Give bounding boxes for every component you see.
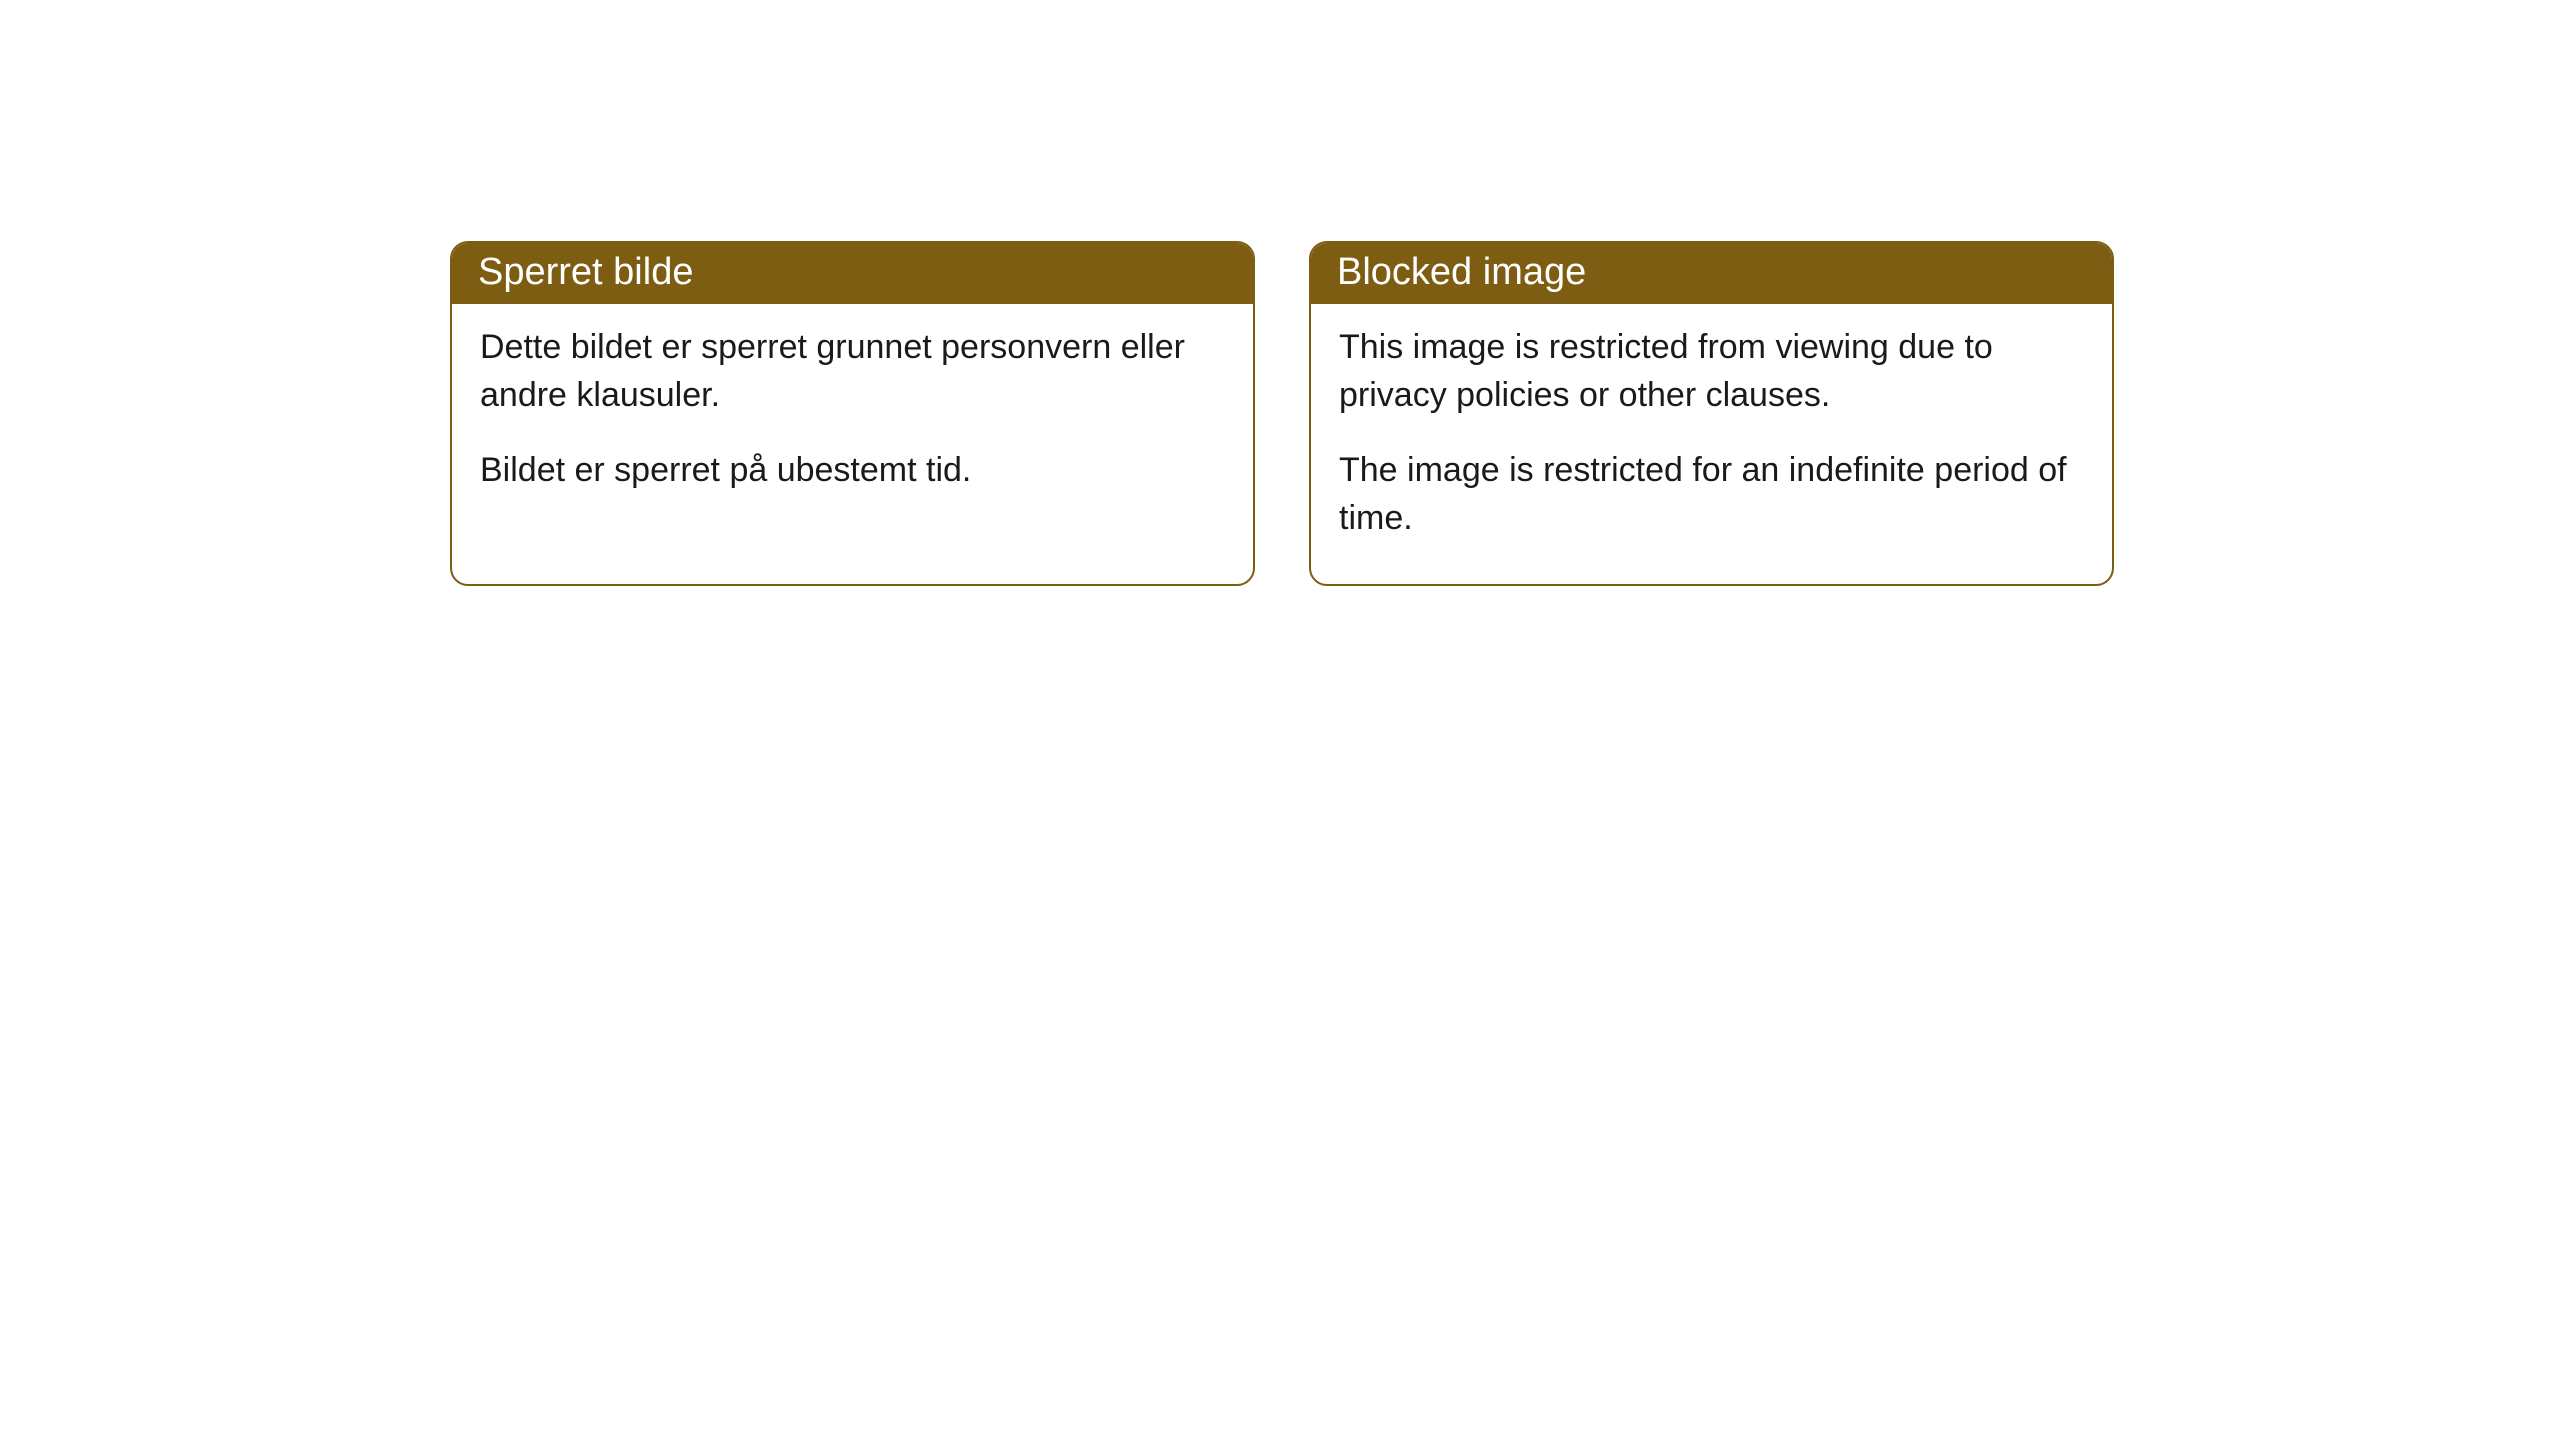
card-paragraph-1: Dette bildet er sperret grunnet personve… — [480, 324, 1225, 419]
cards-container: Sperret bilde Dette bildet er sperret gr… — [450, 241, 2114, 586]
blocked-image-card-norwegian: Sperret bilde Dette bildet er sperret gr… — [450, 241, 1255, 586]
card-paragraph-2: Bildet er sperret på ubestemt tid. — [480, 447, 1225, 495]
blocked-image-card-english: Blocked image This image is restricted f… — [1309, 241, 2114, 586]
card-header: Blocked image — [1311, 243, 2112, 304]
card-body: This image is restricted from viewing du… — [1311, 304, 2112, 584]
card-paragraph-1: This image is restricted from viewing du… — [1339, 324, 2084, 419]
card-header: Sperret bilde — [452, 243, 1253, 304]
card-paragraph-2: The image is restricted for an indefinit… — [1339, 447, 2084, 542]
card-body: Dette bildet er sperret grunnet personve… — [452, 304, 1253, 537]
